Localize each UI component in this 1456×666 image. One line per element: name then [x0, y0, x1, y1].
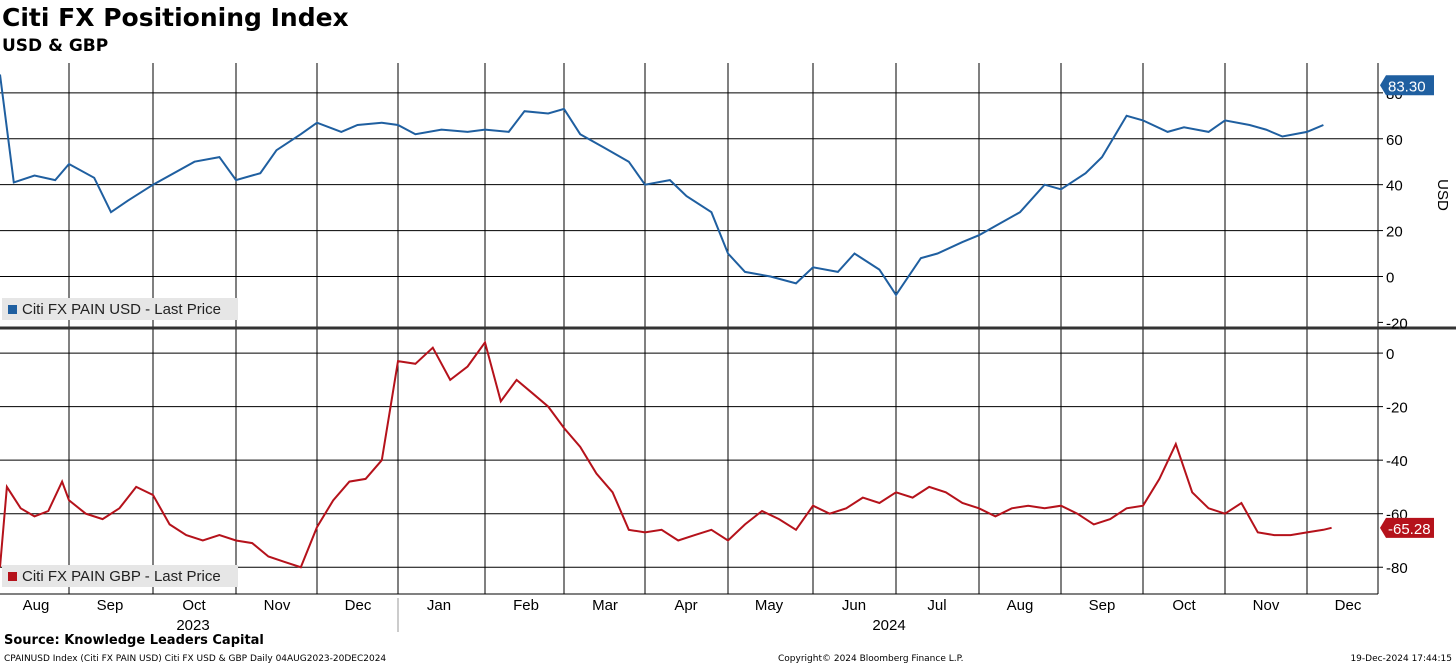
gbp-legend-bg: [2, 565, 238, 587]
copyright-note: Copyright© 2024 Bloomberg Finance L.P.: [778, 654, 964, 664]
x-tick-label: Aug: [23, 597, 50, 614]
x-tick-label: Mar: [592, 597, 618, 614]
ticker-info: CPAINUSD Index (Citi FX PAIN USD) Citi F…: [4, 654, 387, 664]
x-tick-label: Sep: [1089, 597, 1116, 614]
chart-subtitle: USD & GBP: [2, 36, 109, 56]
gbp-last-value-label: -65.28: [1388, 521, 1431, 538]
y-tick-label: 0: [1386, 346, 1394, 363]
y-axis-label: USD: [1434, 179, 1451, 211]
usd-last-value-label-bg: [1380, 75, 1434, 96]
chart-title: Citi FX Positioning Index: [2, 3, 349, 32]
usd-series-line: [0, 74, 1324, 297]
timestamp: 19-Dec-2024 17:44:15: [1350, 654, 1452, 664]
y-tick-label: 40: [1386, 178, 1403, 195]
y-tick-label: -40: [1386, 453, 1408, 470]
x-tick-label: Dec: [345, 597, 372, 614]
x-tick-label: May: [755, 597, 784, 614]
gbp-legend: Citi FX PAIN GBP - Last Price: [22, 568, 221, 585]
x-tick-label: Nov: [264, 597, 291, 614]
year-label: 2023: [176, 617, 209, 634]
x-tick-label: Oct: [1172, 597, 1196, 614]
x-tick-label: Aug: [1007, 597, 1034, 614]
year-label: 2024: [872, 617, 905, 634]
x-tick-label: Feb: [513, 597, 539, 614]
x-tick-label: Jan: [427, 597, 451, 614]
x-tick-label: Nov: [1253, 597, 1280, 614]
x-tick-label: Dec: [1335, 597, 1362, 614]
y-tick-label: -20: [1386, 315, 1408, 332]
y-tick-label: -20: [1386, 400, 1408, 417]
x-tick-label: Apr: [674, 597, 697, 614]
y-tick-label: 20: [1386, 224, 1403, 241]
usd-legend-swatch: [8, 305, 17, 314]
y-tick-label: -80: [1386, 560, 1408, 577]
y-tick-label: 0: [1386, 269, 1394, 286]
source-note: Source: Knowledge Leaders Capital: [4, 633, 264, 648]
x-tick-label: Jul: [927, 597, 946, 614]
x-tick-label: Jun: [842, 597, 866, 614]
gbp-series-line: [0, 340, 1332, 569]
x-tick-label: Oct: [182, 597, 206, 614]
usd-legend: Citi FX PAIN USD - Last Price: [22, 301, 221, 318]
usd-legend-bg: [2, 298, 238, 320]
usd-last-value-label: 83.30: [1388, 78, 1426, 95]
x-tick-label: Sep: [97, 597, 124, 614]
gbp-last-value-label-bg: [1380, 517, 1434, 538]
y-tick-label: 60: [1386, 132, 1403, 149]
gbp-legend-swatch: [8, 572, 17, 581]
